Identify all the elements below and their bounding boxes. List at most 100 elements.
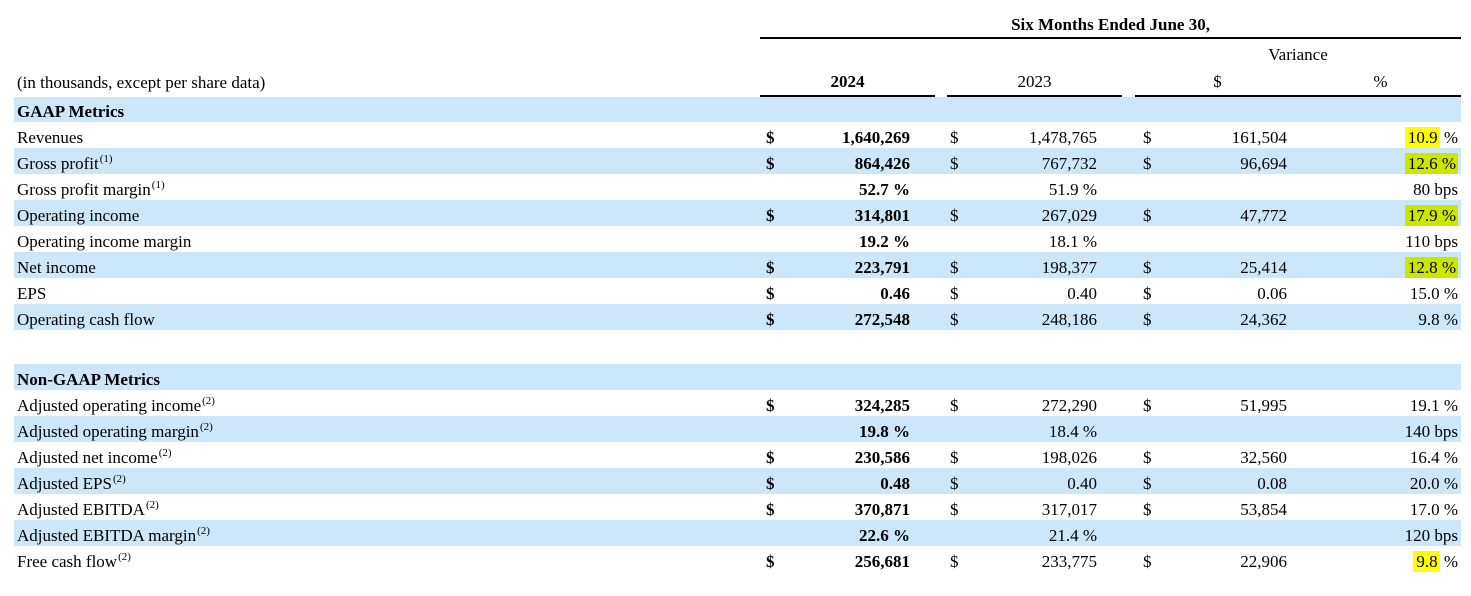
value-2023: 233,775 [1041, 552, 1097, 571]
col-spacer [1122, 148, 1135, 174]
dollar-sign-2023 [947, 416, 977, 442]
dollar-sign-2024: $ [766, 258, 775, 277]
pct-rest: 19.1 % [1409, 396, 1459, 415]
row-label-text: Gross profit [17, 154, 99, 173]
value-variance-dollar: 0.08 [1257, 474, 1287, 493]
value-variance-pct: 9.8 % [1300, 304, 1461, 330]
dollar-sign-2023: $ [950, 154, 959, 173]
col-spacer [935, 122, 947, 148]
dollar-sign-2023: $ [950, 128, 959, 147]
table-row-gross-profit: Gross profit(1) $ 864,426 $ 767,732 $ 96… [14, 148, 1462, 174]
value-variance-dollar [1165, 174, 1300, 200]
col-spacer [935, 200, 947, 226]
section-header-gaap: GAAP Metrics [14, 96, 1462, 122]
section-title: Non-GAAP Metrics [17, 370, 161, 389]
col-spacer [935, 546, 947, 572]
row-label-text: Adjusted operating margin [17, 422, 199, 441]
col-spacer [935, 252, 947, 278]
footnote-marker: (2) [197, 525, 210, 538]
value-2023: 272,290 [1041, 396, 1097, 415]
value-variance-pct: 17.9 % [1300, 200, 1461, 226]
col-spacer [1122, 416, 1135, 442]
col-spacer [1122, 252, 1135, 278]
footnote-marker: (2) [112, 473, 126, 486]
dollar-sign-2024 [760, 416, 790, 442]
row-label: Operating income [14, 200, 760, 226]
dollar-sign-2024: $ [766, 128, 775, 147]
value-2024: 0.46 [880, 284, 910, 303]
col-spacer [1122, 442, 1135, 468]
col-spacer [1122, 390, 1135, 416]
column-header-2024: 2024 [760, 66, 935, 97]
value-2024: 19.2 % [859, 232, 910, 251]
footnote-marker: (2) [118, 551, 131, 564]
units-note: (in thousands, except per share data) [17, 73, 266, 92]
value-2023: 198,377 [1041, 258, 1097, 277]
dollar-sign-2024: $ [766, 500, 775, 519]
value-variance-pct: 20.0 % [1300, 468, 1461, 494]
col-spacer [935, 390, 947, 416]
value-2023: 51.9 % [1048, 180, 1097, 199]
table-row-gross-profit-margin: Gross profit margin(1) 52.7 % 51.9 % 80 … [14, 174, 1462, 200]
row-label-text: Operating income margin [17, 232, 192, 251]
header-spacer [935, 66, 947, 96]
row-label: Operating cash flow [14, 304, 760, 330]
row-label: Net income [14, 252, 760, 278]
row-label: Operating income margin [14, 226, 760, 252]
col-spacer [1122, 226, 1135, 252]
dollar-sign-2023: $ [950, 448, 959, 467]
column-header-row: (in thousands, except per share data) 20… [14, 66, 1462, 97]
col-spacer [935, 174, 947, 200]
row-label-text: Adjusted EBITDA margin [17, 526, 197, 545]
dollar-sign-2024: $ [766, 396, 775, 415]
value-variance-dollar: 53,854 [1240, 500, 1287, 519]
value-variance-dollar: 0.06 [1257, 284, 1287, 303]
pct-rest: % [1439, 552, 1459, 571]
table-row-revenues: Revenues $ 1,640,269 $ 1,478,765 $ 161,5… [14, 122, 1462, 148]
pct-rest: 80 bps [1413, 180, 1459, 199]
col-spacer [1122, 468, 1135, 494]
value-variance-dollar [1165, 226, 1300, 252]
dollar-sign-2023: $ [950, 552, 959, 571]
value-2024: 223,791 [854, 258, 910, 277]
financial-summary-table: Six Months Ended June 30, Variance (in t… [14, 2, 1462, 572]
table-row-net-income: Net income $ 223,791 $ 198,377 $ 25,414 … [14, 252, 1462, 278]
period-header-row: Six Months Ended June 30, [14, 2, 1462, 39]
col-spacer [935, 148, 947, 174]
col-spacer [1122, 520, 1135, 546]
value-2024: 256,681 [854, 552, 910, 571]
dollar-sign-2024: $ [766, 448, 775, 467]
pct-highlight: 9.8 [1413, 551, 1440, 572]
row-label: Adjusted EBITDA(2) [14, 494, 760, 520]
value-variance-dollar: 32,560 [1240, 448, 1287, 467]
row-label: Adjusted net income(2) [14, 442, 760, 468]
value-variance-dollar [1165, 416, 1300, 442]
table-row-adjusted-net-income: Adjusted net income(2) $ 230,586 $ 198,0… [14, 442, 1462, 468]
dollar-sign-2024: $ [766, 552, 775, 571]
table-row-eps: EPS $ 0.46 $ 0.40 $ 0.06 15.0 % [14, 278, 1462, 304]
row-label-text: Revenues [17, 128, 84, 147]
dollar-sign-variance [1135, 520, 1165, 546]
value-2024: 0.48 [880, 474, 910, 493]
value-2023: 0.40 [1067, 284, 1097, 303]
value-variance-pct: 10.9 % [1300, 122, 1461, 148]
value-2023: 317,017 [1041, 500, 1097, 519]
row-label: Revenues [14, 122, 760, 148]
row-label-text: Operating cash flow [17, 310, 155, 329]
dollar-sign-variance: $ [1143, 258, 1152, 277]
table-row-adjusted-operating-income: Adjusted operating income(2) $ 324,285 $… [14, 390, 1462, 416]
row-label-text: Adjusted net income [17, 448, 158, 467]
pct-rest: 16.4 % [1409, 448, 1459, 467]
value-2023: 248,186 [1041, 310, 1097, 329]
table-row-free-cash-flow: Free cash flow(2) $ 256,681 $ 233,775 $ … [14, 546, 1462, 572]
value-variance-pct: 80 bps [1300, 174, 1461, 200]
row-label: Gross profit margin(1) [14, 174, 760, 200]
header-spacer [1122, 66, 1135, 96]
table-row-operating-income: Operating income $ 314,801 $ 267,029 $ 4… [14, 200, 1462, 226]
dollar-sign-2023 [947, 226, 977, 252]
row-label-text: Adjusted EBITDA [17, 500, 145, 519]
dollar-sign-variance [1135, 416, 1165, 442]
value-variance-pct: 120 bps [1300, 520, 1461, 546]
pct-rest: 20.0 % [1409, 474, 1459, 493]
value-2024: 324,285 [854, 396, 910, 415]
